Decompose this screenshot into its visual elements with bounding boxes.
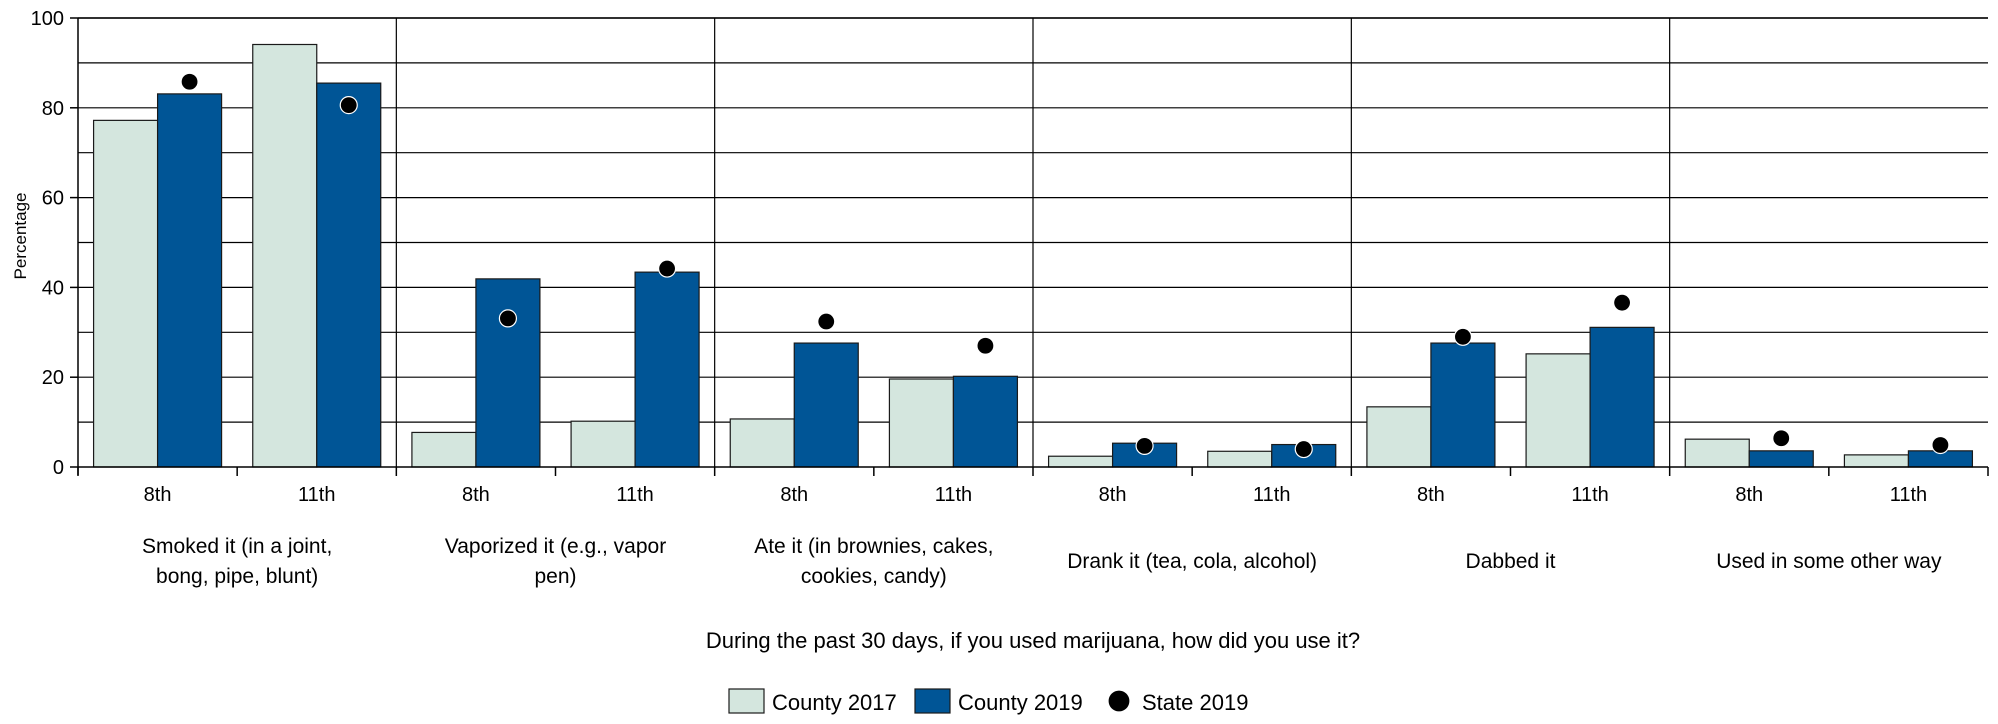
x-tick-label: 11th bbox=[1571, 484, 1608, 506]
point-state-2019 bbox=[1453, 327, 1473, 346]
legend-label: County 2017 bbox=[772, 690, 897, 715]
group-label: Vaporized it (e.g., vapor bbox=[445, 535, 666, 558]
x-tick-label: 11th bbox=[935, 484, 972, 506]
bars bbox=[92, 43, 1974, 468]
x-tick-label: 8th bbox=[462, 484, 490, 506]
legend: County 2017 County 2019 State 2019 bbox=[728, 688, 1248, 715]
y-tick-labels: 0 20 40 60 80 100 bbox=[31, 8, 64, 479]
bar-county-2019 bbox=[793, 342, 859, 468]
bar-county-2017 bbox=[1525, 353, 1591, 468]
bar-county-2017 bbox=[1843, 454, 1910, 468]
point-state-2019 bbox=[1772, 429, 1791, 448]
x-tick-label: 8th bbox=[1735, 484, 1763, 506]
point-state-2019 bbox=[498, 309, 518, 328]
y-tick-label: 60 bbox=[42, 188, 64, 210]
point-state-2019 bbox=[1135, 436, 1154, 455]
x-tick-label: 8th bbox=[1417, 484, 1445, 506]
bar-county-2019 bbox=[634, 271, 700, 468]
bar-county-2019 bbox=[1430, 342, 1496, 468]
point-state-2019 bbox=[1931, 435, 1950, 455]
x-tick-label: 8th bbox=[780, 484, 808, 506]
x-tick-label: 8th bbox=[144, 484, 172, 506]
group-label: bong, pipe, blunt) bbox=[156, 565, 318, 588]
group-label: Used in some other way bbox=[1716, 550, 1942, 573]
bar-county-2017 bbox=[888, 378, 955, 468]
bar-county-2017 bbox=[1366, 406, 1432, 468]
point-state-2019 bbox=[339, 96, 358, 115]
y-tick-label: 20 bbox=[42, 367, 64, 389]
point-state-2019 bbox=[180, 72, 199, 91]
y-tick-label: 0 bbox=[53, 457, 64, 479]
legend-label: County 2019 bbox=[958, 690, 1083, 715]
bar-county-2019 bbox=[156, 93, 223, 468]
point-state-2019 bbox=[817, 312, 836, 331]
y-axis-label: Percentage bbox=[11, 193, 30, 280]
bar-county-2017 bbox=[1207, 450, 1273, 468]
group-label: Smoked it (in a joint, bbox=[142, 535, 332, 558]
group-label: Dabbed it bbox=[1466, 550, 1556, 573]
bar-county-2019 bbox=[316, 82, 382, 468]
legend-swatch bbox=[1107, 689, 1131, 713]
bar-county-2017 bbox=[92, 119, 159, 468]
x-tick-label: 11th bbox=[1890, 484, 1927, 506]
state-points bbox=[180, 72, 1950, 459]
y-tick-label: 80 bbox=[42, 98, 64, 120]
bar-county-2019 bbox=[952, 375, 1019, 468]
bar-county-2017 bbox=[252, 43, 318, 468]
point-state-2019 bbox=[1612, 293, 1632, 312]
bar-county-2017 bbox=[411, 431, 477, 468]
bar-county-2019 bbox=[475, 278, 541, 468]
bar-county-2017 bbox=[729, 418, 795, 468]
legend-label: State 2019 bbox=[1142, 690, 1248, 715]
y-tick-label: 100 bbox=[31, 8, 64, 30]
group-label: Drank it (tea, cola, alcohol) bbox=[1067, 550, 1317, 573]
group-label: Ate it (in brownies, cakes, bbox=[754, 535, 993, 558]
axes bbox=[70, 17, 1989, 476]
group-label: pen) bbox=[534, 565, 576, 588]
x-tick-label: 11th bbox=[298, 484, 335, 506]
legend-swatch bbox=[728, 688, 765, 714]
y-tick-label: 40 bbox=[42, 277, 64, 299]
group-dividers bbox=[395, 18, 1671, 467]
bar-county-2019 bbox=[1748, 450, 1814, 468]
group-labels: Smoked it (in a joint, bong, pipe, blunt)… bbox=[142, 535, 1942, 588]
legend-swatch bbox=[914, 688, 951, 714]
bar-county-2017 bbox=[1684, 438, 1750, 468]
bar-county-2017 bbox=[1047, 455, 1114, 468]
point-state-2019 bbox=[1294, 439, 1313, 459]
bar-county-2019 bbox=[1589, 326, 1655, 468]
x-tick-label: 11th bbox=[616, 484, 653, 506]
group-label: cookies, candy) bbox=[801, 565, 947, 588]
x-tick-label: 11th bbox=[1253, 484, 1290, 506]
bar-county-2017 bbox=[570, 420, 636, 468]
x-tick-label: 8th bbox=[1099, 484, 1127, 506]
point-state-2019 bbox=[976, 336, 995, 355]
point-state-2019 bbox=[657, 259, 677, 278]
x-tick-labels: 8th 11th 8th 11th 8th 11th 8th 11th 8th 11th 8th 11… bbox=[144, 484, 1927, 506]
x-axis-label: During the past 30 days, if you used mar… bbox=[706, 628, 1360, 653]
